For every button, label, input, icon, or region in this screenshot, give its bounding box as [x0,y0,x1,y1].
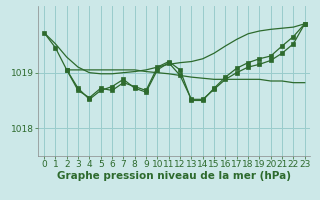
X-axis label: Graphe pression niveau de la mer (hPa): Graphe pression niveau de la mer (hPa) [57,171,292,181]
